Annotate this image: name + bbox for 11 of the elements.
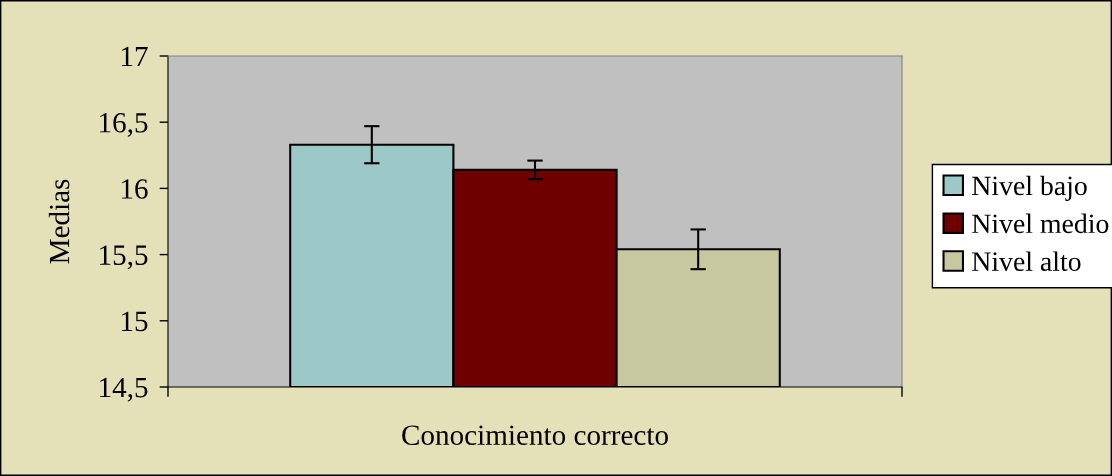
x-tick-label: Conocimiento correcto (402, 425, 668, 446)
y-tick-label: 15 (121, 311, 148, 332)
legend-label: Nivel bajo (972, 175, 1087, 201)
y-tick-label: 14,5 (100, 377, 148, 402)
y-tick-label: 16 (121, 179, 148, 199)
y-tick-label: 17 (121, 46, 148, 67)
y-tick-label: 16,5 (100, 113, 148, 137)
y-axis-title: Medias (48, 179, 70, 264)
legend-label: Nivel alto (972, 251, 1081, 271)
y-tick-label: 15,5 (100, 245, 148, 270)
legend-label: Nivel medio (972, 213, 1109, 234)
